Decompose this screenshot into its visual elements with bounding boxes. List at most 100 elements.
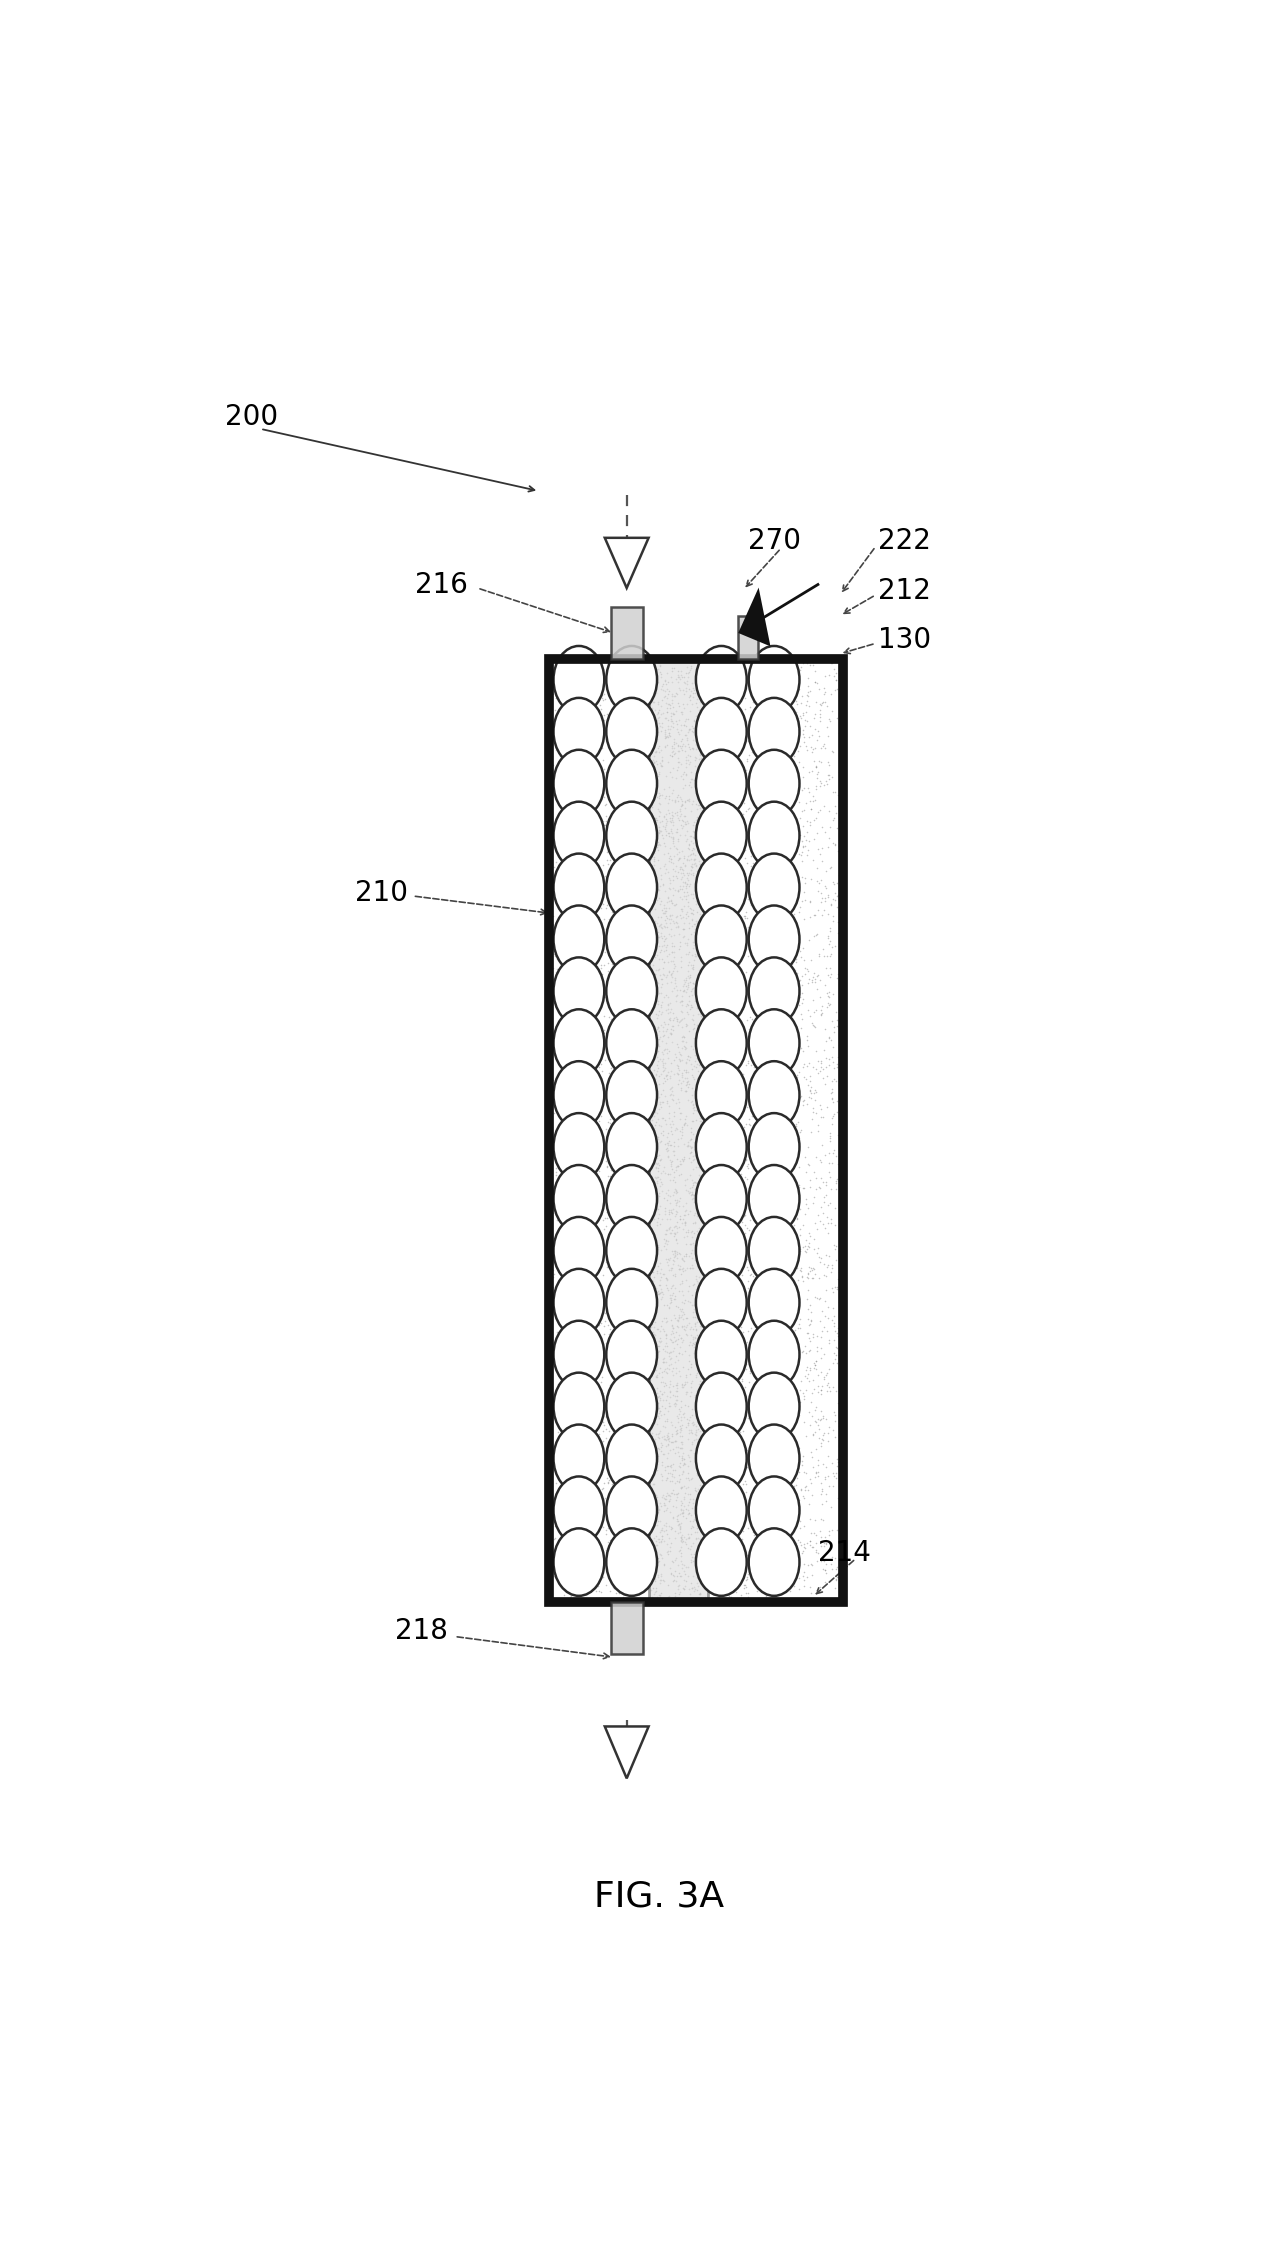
Point (705, 1371, 726, 1407)
Point (641, 1479, 662, 1514)
Point (545, 728, 565, 764)
Point (663, 710, 684, 746)
Point (648, 1043, 668, 1079)
Point (811, 1476, 831, 1512)
Point (699, 1204, 720, 1240)
Point (718, 1200, 739, 1236)
Point (660, 1283, 681, 1319)
Point (644, 1434, 664, 1470)
Point (717, 690, 738, 726)
Point (642, 879, 663, 915)
Point (603, 901, 623, 937)
Point (640, 1454, 660, 1490)
Point (754, 1218, 775, 1254)
Point (607, 1389, 627, 1425)
Point (786, 1281, 807, 1317)
Point (567, 1148, 587, 1184)
Point (771, 906, 792, 941)
Point (639, 688, 659, 724)
Point (680, 1443, 700, 1479)
Point (689, 863, 709, 899)
Point (815, 1553, 835, 1589)
Point (716, 962, 736, 998)
Point (637, 1571, 658, 1607)
Point (686, 721, 707, 757)
Point (555, 1380, 576, 1416)
Point (592, 982, 613, 1018)
Point (640, 1081, 660, 1117)
Point (654, 1018, 675, 1054)
Point (763, 1175, 784, 1211)
Point (559, 1166, 580, 1202)
Point (695, 876, 716, 912)
Point (690, 1119, 711, 1155)
Point (749, 667, 770, 703)
Point (640, 1299, 660, 1335)
Ellipse shape (554, 1373, 604, 1440)
Point (669, 1043, 690, 1079)
Point (653, 1040, 673, 1076)
Point (759, 1425, 780, 1461)
Point (783, 1088, 803, 1124)
Point (655, 1063, 676, 1099)
Point (826, 1550, 847, 1586)
Point (802, 1094, 822, 1130)
Point (810, 768, 830, 804)
Point (804, 1371, 825, 1407)
Point (586, 989, 607, 1025)
Point (781, 1436, 802, 1472)
Point (640, 1557, 660, 1593)
Point (705, 1272, 726, 1308)
Point (657, 656, 677, 692)
Point (631, 735, 651, 771)
Point (586, 1402, 607, 1438)
Point (556, 836, 577, 872)
Point (681, 908, 702, 944)
Point (660, 1476, 681, 1512)
Point (580, 1186, 600, 1222)
Point (735, 670, 756, 706)
Point (749, 1153, 770, 1189)
Point (727, 977, 748, 1013)
Point (817, 1186, 838, 1222)
Point (660, 1155, 681, 1191)
Ellipse shape (554, 1009, 604, 1076)
Point (595, 1382, 616, 1418)
Point (640, 685, 660, 721)
Point (563, 1126, 583, 1162)
Point (815, 1458, 835, 1494)
Point (694, 1043, 714, 1079)
Point (721, 1240, 741, 1276)
Point (829, 950, 849, 986)
Point (685, 748, 705, 784)
Point (758, 1020, 779, 1056)
Point (589, 1452, 609, 1488)
Point (684, 1090, 704, 1126)
Point (549, 1016, 569, 1052)
Point (738, 762, 758, 798)
Point (660, 1447, 681, 1483)
Point (771, 1036, 792, 1072)
Point (686, 1222, 707, 1258)
Point (677, 971, 698, 1007)
Point (779, 1328, 799, 1364)
Point (672, 1009, 693, 1045)
Point (586, 888, 607, 924)
Point (655, 1391, 676, 1427)
Point (802, 1398, 822, 1434)
Point (702, 782, 722, 818)
Point (612, 775, 632, 811)
Point (668, 800, 689, 836)
Point (574, 1416, 595, 1452)
Point (696, 924, 717, 959)
Point (716, 1350, 736, 1386)
Point (821, 1202, 842, 1238)
Point (695, 1472, 716, 1508)
Point (596, 917, 617, 953)
Point (664, 1234, 685, 1270)
Point (663, 1310, 684, 1346)
Point (676, 708, 696, 744)
Point (568, 1103, 589, 1139)
Point (662, 1081, 682, 1117)
Point (659, 710, 680, 746)
